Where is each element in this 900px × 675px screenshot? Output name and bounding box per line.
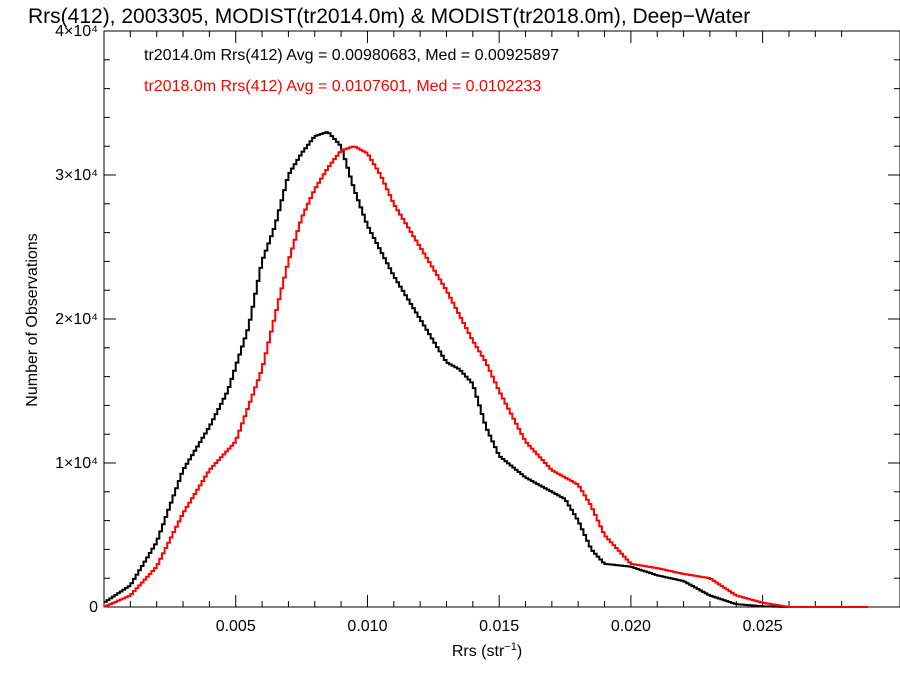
legend-entry-0: tr2014.0m Rrs(412) Avg = 0.00980683, Med…	[144, 47, 559, 64]
series-lines	[104, 131, 868, 608]
legend-entry-1: tr2018.0m Rrs(412) Avg = 0.0107601, Med …	[144, 78, 541, 95]
y-axis-label: Number of Observations	[24, 233, 41, 406]
y-tick-label: 1×10⁴	[55, 455, 98, 472]
x-tick-label: 0.015	[479, 618, 519, 635]
x-tick-label: 0.005	[216, 618, 256, 635]
y-tick-label: 2×10⁴	[55, 311, 98, 328]
series-line-0	[104, 131, 868, 608]
y-tick-label: 4×10⁴	[55, 23, 98, 40]
x-tick-label: 0.020	[611, 618, 651, 635]
x-axis-label: Rrs (str−1)	[452, 641, 522, 660]
plot-frame	[103, 30, 900, 608]
x-tick-label: 0.025	[743, 618, 783, 635]
chart-title: Rrs(412), 2003305, MODIST(tr2014.0m) & M…	[28, 5, 750, 28]
series-line-1	[104, 145, 868, 608]
y-tick-label: 3×10⁴	[55, 167, 98, 184]
axis-ticks: 0.005 0.010 0.015 0.020 0.025 0 1×10⁴ 2×10⁴ 3×10…	[55, 23, 900, 635]
x-tick-label: 0.010	[347, 618, 387, 635]
legend: tr2014.0m Rrs(412) Avg = 0.00980683, Med…	[144, 47, 559, 95]
y-tick-label: 0	[89, 599, 98, 616]
